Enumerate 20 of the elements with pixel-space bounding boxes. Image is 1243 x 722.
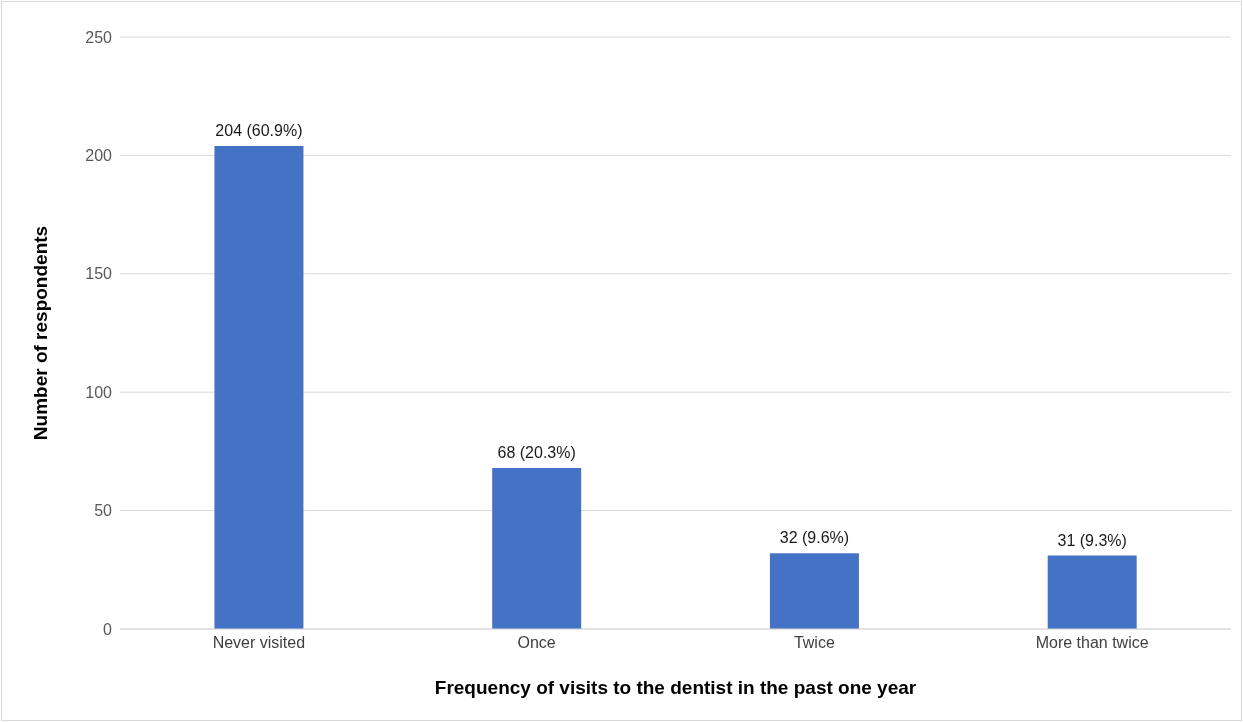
x-tick-label: Once: [517, 634, 556, 652]
y-tick-label: 150: [85, 265, 113, 283]
bar: [769, 553, 859, 629]
x-tick-label: Never visited: [212, 634, 306, 652]
x-tick-label: More than twice: [1035, 634, 1149, 652]
x-tick-label: Twice: [793, 634, 835, 652]
data-label: 204 (60.9%): [215, 121, 303, 139]
data-label: 32 (9.6%): [779, 529, 850, 547]
data-label: 31 (9.3%): [1057, 531, 1127, 549]
bar: [492, 467, 582, 629]
y-axis-title: Number of respondents: [29, 225, 51, 441]
y-tick-label: 200: [85, 147, 113, 165]
y-tick-label: 100: [85, 383, 113, 401]
y-tick-label: 50: [94, 502, 113, 520]
y-tick-label: 0: [103, 620, 113, 638]
x-axis-title: Frequency of visits to the dentist in the past one year: [434, 677, 917, 698]
bar: [1047, 555, 1137, 629]
bar: [214, 145, 304, 629]
data-label: 68 (20.3%): [497, 443, 576, 461]
y-tick-label: 250: [85, 28, 113, 46]
